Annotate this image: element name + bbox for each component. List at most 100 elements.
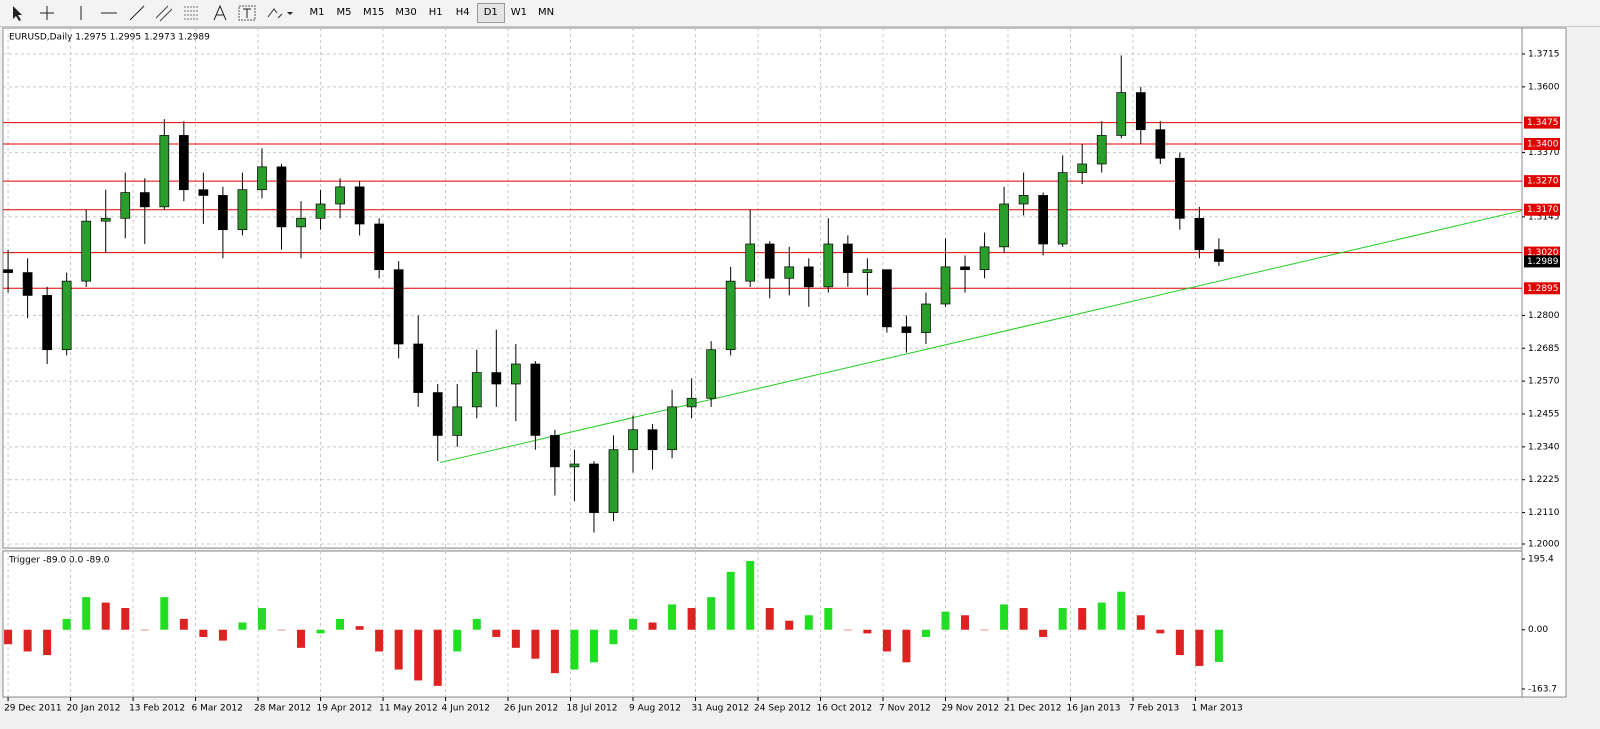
timeframe-button[interactable]: H1 [428, 7, 443, 18]
candle-body [1155, 129, 1166, 159]
indicator-bar [629, 618, 638, 630]
x-tick-label: 16 Oct 2012 [817, 704, 873, 714]
level-label-box [1524, 203, 1560, 216]
arrows-tool[interactable] [264, 3, 294, 23]
chart-area: EURUSD,Daily 1.2975 1.2995 1.2973 1.2989… [0, 27, 1600, 729]
candle-body [823, 243, 834, 288]
candle-body [22, 272, 33, 296]
crosshair-tool[interactable] [36, 3, 58, 23]
candle-body [725, 280, 736, 351]
trendline-tool[interactable] [126, 3, 148, 23]
indicator-bar [843, 629, 852, 631]
last-price-box [1524, 255, 1560, 268]
timeframe-button[interactable]: M30 [395, 7, 417, 18]
candle-body [218, 195, 228, 231]
indicator-bar [785, 620, 794, 630]
indicator-bar [1078, 608, 1087, 630]
candle-body [335, 186, 345, 205]
candle-body [647, 429, 658, 451]
candle-body [999, 203, 1009, 248]
timeframe-button[interactable]: H4 [455, 7, 470, 18]
timeframe-button[interactable]: D1 [476, 3, 505, 23]
timeframe-button[interactable]: M15 [363, 7, 385, 18]
x-tick-label: 4 Jun 2012 [442, 704, 490, 714]
indicator-panel [2, 550, 1523, 698]
indicator-bar [121, 608, 130, 630]
indicator-bar [1136, 615, 1145, 630]
vline-tool[interactable] [70, 3, 92, 23]
indicator-bar [472, 618, 481, 630]
indicator-bar [492, 629, 501, 637]
candle-body [178, 135, 189, 191]
text-tool[interactable] [236, 3, 258, 23]
candle-body [960, 266, 970, 271]
fibo-tool[interactable] [181, 3, 203, 23]
indicator-bar [687, 608, 696, 630]
timeframe-button[interactable]: M5 [336, 7, 352, 18]
candle-body [862, 269, 873, 273]
indicator-bar [570, 629, 579, 670]
channel-tool[interactable] [153, 3, 175, 23]
x-tick-label: 18 Jul 2012 [567, 704, 618, 714]
label-tool[interactable] [209, 3, 231, 23]
indicator-title: Trigger -89.0 0.0 -89.0 [8, 556, 110, 566]
y-tick-label: 0.00 [1528, 625, 1548, 635]
indicator-bar [980, 629, 989, 631]
indicator-bar [902, 629, 911, 663]
indicator-bar [23, 629, 32, 652]
candle-body [940, 266, 951, 305]
candle-body [530, 363, 541, 436]
indicator-bar [453, 629, 462, 652]
indicator-bar [531, 629, 540, 659]
candle-body [296, 217, 306, 228]
candle-body [471, 372, 482, 408]
level-label: 1.3475 [1527, 118, 1559, 128]
candle-body [1077, 163, 1088, 173]
x-tick-label: 7 Nov 2012 [879, 704, 931, 714]
x-tick-label: 16 Jan 2013 [1066, 704, 1120, 714]
candle-body [100, 217, 111, 222]
candle-body [237, 189, 248, 231]
x-tick-label: 9 Aug 2012 [629, 704, 681, 714]
x-tick-label: 29 Nov 2012 [941, 704, 999, 714]
candle-body [882, 269, 892, 328]
timeframe-button[interactable]: M1 [309, 7, 325, 18]
y-tick-label: 1.2800 [1528, 311, 1560, 321]
candle-body [1214, 249, 1224, 262]
indicator-bar [707, 597, 716, 630]
x-tick-label: 31 Aug 2012 [692, 704, 750, 714]
indicator-bar [824, 608, 833, 630]
candle-body [979, 246, 990, 271]
candle-body [61, 280, 72, 351]
level-label-box [1524, 246, 1560, 259]
level-label: 1.3020 [1527, 248, 1559, 258]
indicator-bar [199, 629, 208, 637]
candle-body [42, 295, 52, 351]
y-tick-label: 1.2340 [1528, 442, 1560, 452]
indicator-bar [1019, 608, 1028, 630]
hline-tool[interactable] [98, 3, 120, 23]
indicator-bar [179, 618, 188, 630]
candle-body [745, 243, 756, 282]
candle-body [1174, 157, 1185, 219]
candle-body [921, 303, 931, 333]
timeframe-button[interactable]: MN [537, 7, 555, 18]
indicator-bar [82, 597, 91, 630]
level-label: 1.2895 [1527, 284, 1559, 294]
indicator-bar [941, 611, 950, 630]
x-tick-label: 24 Sep 2012 [754, 704, 811, 714]
y-tick-label: 1.2225 [1528, 475, 1560, 485]
timeframe-button[interactable]: W1 [510, 7, 527, 18]
candle-body [1057, 172, 1068, 245]
cursor-tool[interactable] [6, 3, 28, 23]
candle-body [589, 463, 599, 513]
indicator-bar [218, 629, 227, 641]
candle-body [667, 406, 677, 451]
y-tick-label: 1.3600 [1528, 82, 1560, 92]
indicator-bar [277, 629, 286, 631]
indicator-bar [1175, 629, 1184, 656]
indicator-bar [355, 626, 364, 630]
candle-body [432, 392, 443, 436]
y-tick-label: 195.4 [1528, 555, 1554, 565]
